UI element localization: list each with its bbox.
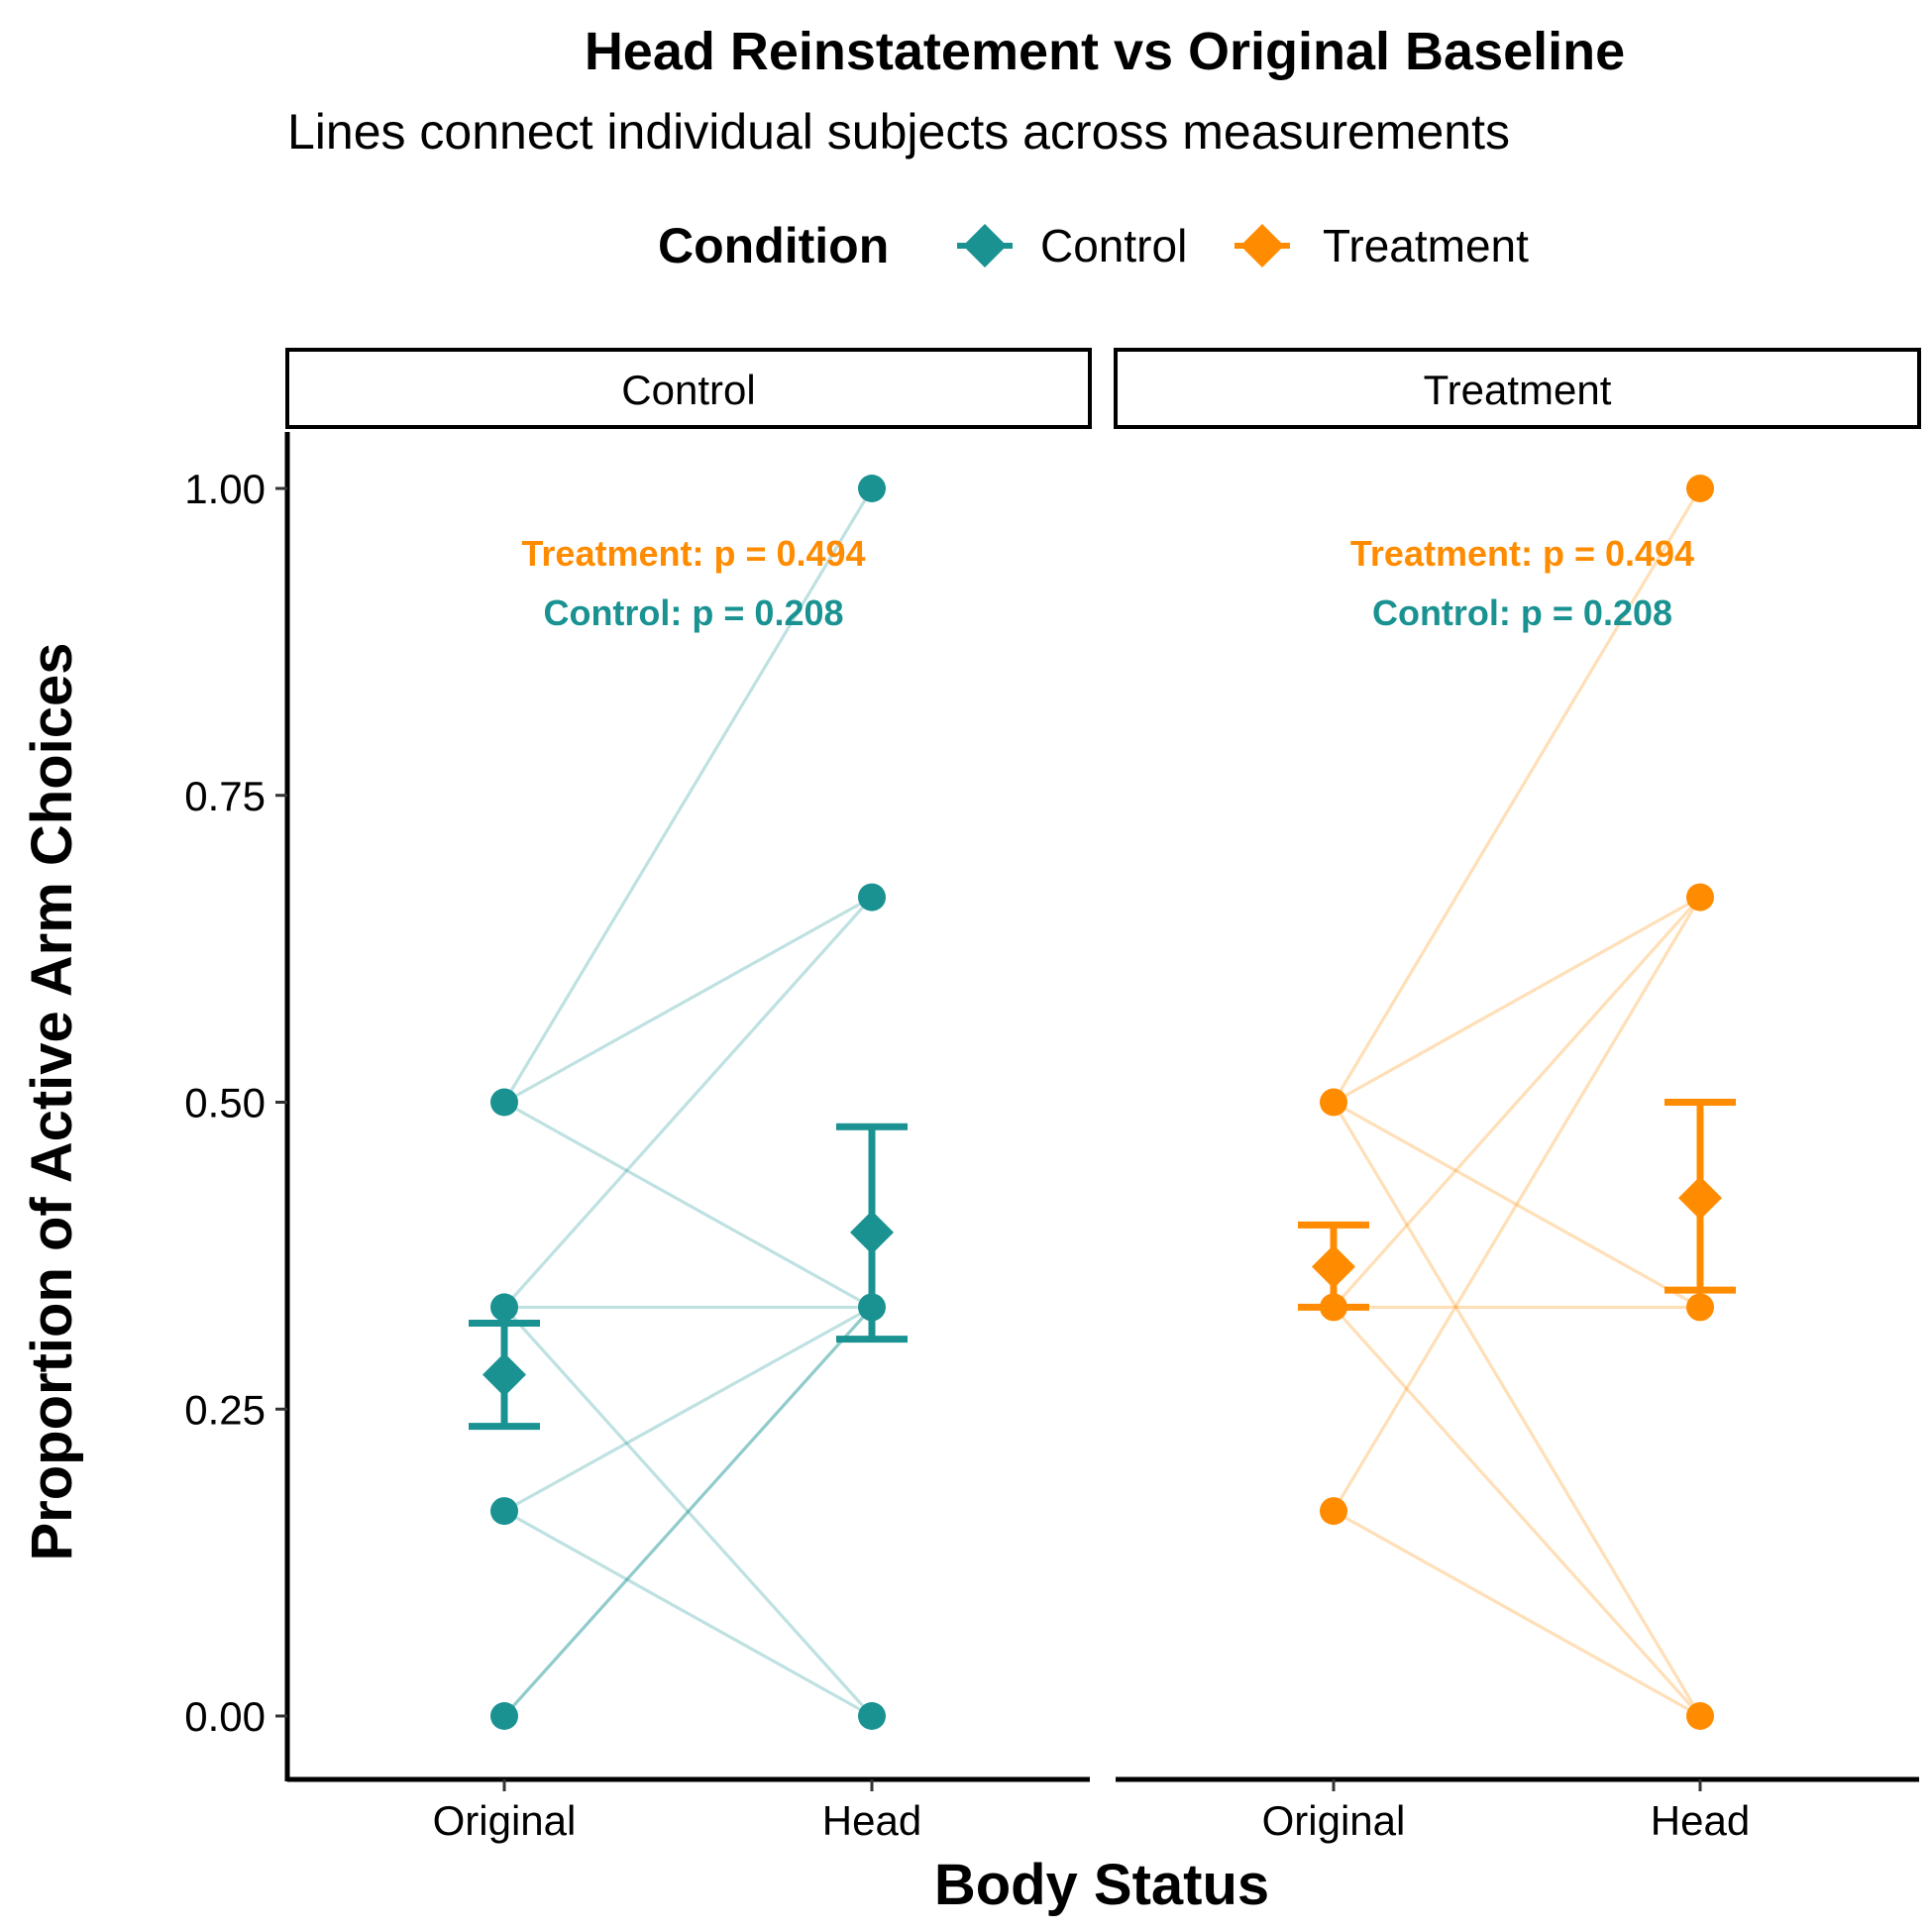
- subject-line: [1332, 896, 1702, 1309]
- p-value-annotation: Control: p = 0.208: [1372, 592, 1672, 633]
- x-tick-label: Original: [1262, 1797, 1406, 1844]
- subject-line: [502, 1306, 874, 1718]
- y-axis-label: Proportion of Active Arm Choices: [20, 642, 84, 1560]
- chart-subtitle: Lines connect individual subjects across…: [287, 104, 1510, 160]
- subject-point: [858, 475, 886, 502]
- x-axis-label: Body Status: [934, 1853, 1269, 1917]
- subject-line: [502, 896, 874, 1309]
- facet-strip-label: Control: [621, 367, 755, 413]
- x-tick-label: Head: [822, 1797, 921, 1844]
- subject-point: [858, 1702, 886, 1730]
- subject-point: [490, 1293, 518, 1322]
- legend: Condition Control Treatment: [658, 218, 1529, 273]
- facet-strip-label: Treatment: [1424, 367, 1612, 413]
- subject-line: [502, 1306, 874, 1718]
- legend-label: Control: [1040, 220, 1187, 271]
- subject-line: [1333, 1101, 1701, 1309]
- p-value-annotation: Control: p = 0.208: [543, 592, 843, 633]
- panel-treatment: Treatment Original Head Treatment: p = 0.49…: [1114, 348, 1921, 1844]
- subject-line: [1332, 896, 1702, 1512]
- facet-strip: [285, 348, 1092, 429]
- subject-point: [1686, 1702, 1714, 1730]
- legend-entry-treatment: Treatment: [1234, 220, 1529, 271]
- subject-line: [1332, 1101, 1702, 1717]
- panel-control: Control 0.00 0.25 0.50 0.75 1.00 Original Head T…: [184, 348, 1092, 1844]
- subject-line: [502, 1306, 874, 1718]
- legend-title: Condition: [658, 218, 889, 273]
- x-tick-label: Original: [433, 1797, 577, 1844]
- subject-line: [502, 487, 874, 1104]
- subject-point: [858, 883, 886, 912]
- subject-line: [1333, 896, 1701, 1104]
- subject-line: [503, 1509, 873, 1718]
- y-tick-label: 0.25: [184, 1386, 266, 1433]
- legend-entry-control: Control: [957, 220, 1187, 271]
- subject-line: [1333, 1509, 1701, 1718]
- y-tick-label: 0.75: [184, 773, 266, 819]
- p-value-annotation: Treatment: p = 0.494: [521, 533, 865, 574]
- subject-line: [1332, 487, 1702, 1104]
- subject-line: [503, 1101, 873, 1309]
- y-tick-label: 1.00: [184, 466, 266, 512]
- subject-line: [503, 896, 873, 1104]
- mean-marker: [1678, 1176, 1722, 1221]
- legend-label: Treatment: [1323, 220, 1529, 271]
- chart-title: Head Reinstatement vs Original Baseline: [585, 22, 1625, 81]
- subject-line: [1332, 1306, 1702, 1718]
- legend-key-diamond: [1240, 224, 1284, 268]
- subject-point: [490, 1497, 518, 1526]
- subject-point: [1320, 1088, 1347, 1117]
- subject-point: [1686, 475, 1714, 502]
- mean-marker: [483, 1352, 526, 1397]
- mean-marker: [1312, 1244, 1355, 1289]
- x-tick-label: Head: [1651, 1797, 1750, 1844]
- facet-strip: [1114, 348, 1921, 429]
- legend-key-diamond: [963, 224, 1007, 268]
- p-value-annotation: Treatment: p = 0.494: [1350, 533, 1694, 574]
- y-tick-label: 0.00: [184, 1693, 266, 1740]
- subject-point: [490, 1088, 518, 1117]
- subject-point: [1686, 883, 1714, 912]
- subject-point: [1320, 1497, 1347, 1526]
- subject-line: [503, 1306, 873, 1513]
- y-tick-label: 0.50: [184, 1080, 266, 1127]
- mean-marker: [850, 1210, 894, 1254]
- subject-point: [490, 1702, 518, 1730]
- subject-point: [1686, 1293, 1714, 1322]
